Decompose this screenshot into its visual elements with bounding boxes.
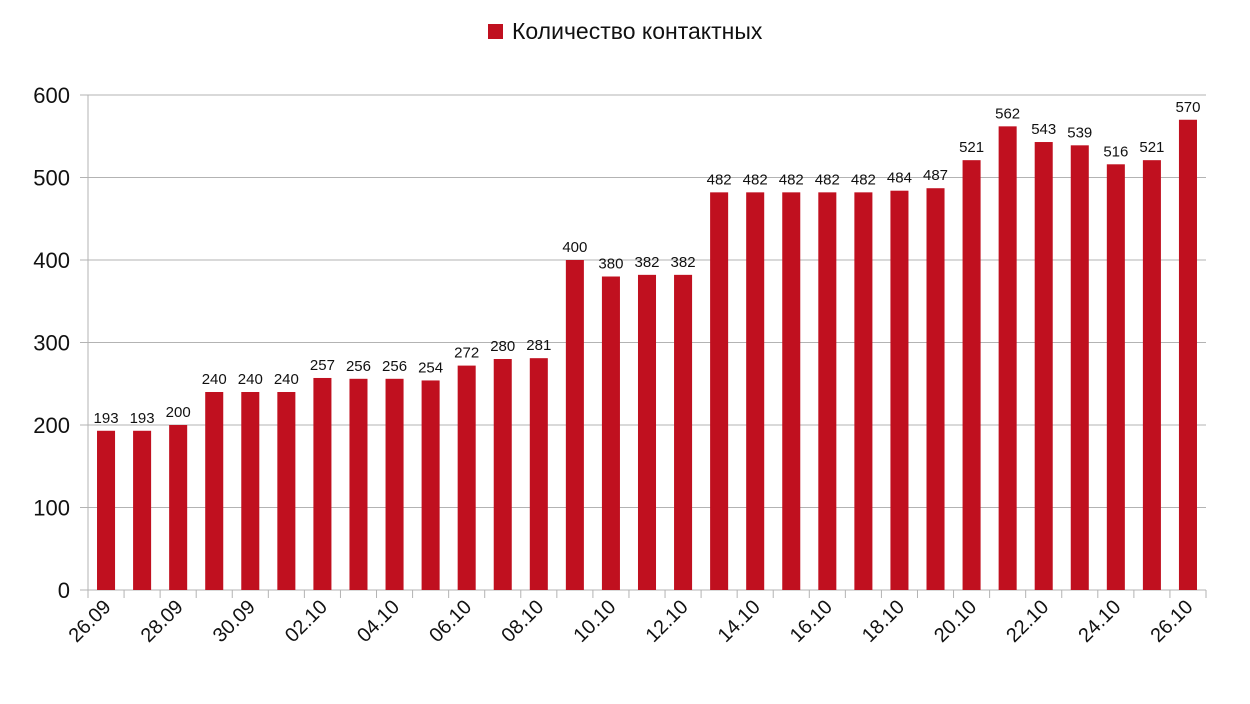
data-label: 380 xyxy=(598,256,623,273)
y-tick-label: 500 xyxy=(33,166,70,191)
bar xyxy=(421,380,440,590)
data-label: 562 xyxy=(995,105,1020,122)
data-label: 400 xyxy=(562,239,587,256)
data-label: 482 xyxy=(707,171,732,188)
bar xyxy=(674,274,693,590)
data-label: 280 xyxy=(490,338,515,355)
x-tick-label: 08.10 xyxy=(497,596,548,647)
x-tick-label: 26.09 xyxy=(65,596,116,647)
data-label: 257 xyxy=(310,357,335,374)
bar xyxy=(1178,119,1197,590)
bar xyxy=(1106,164,1125,591)
bar xyxy=(926,188,945,590)
bar xyxy=(349,378,368,590)
x-tick-label: 16.10 xyxy=(786,596,837,647)
y-tick-label: 0 xyxy=(58,578,70,603)
bar xyxy=(1034,142,1053,590)
bar xyxy=(133,430,152,590)
x-tick-label: 26.10 xyxy=(1147,596,1198,647)
x-tick-label: 30.09 xyxy=(209,596,260,647)
bar xyxy=(601,276,620,590)
data-label: 482 xyxy=(779,171,804,188)
bar xyxy=(818,192,837,590)
data-label: 539 xyxy=(1067,124,1092,141)
y-tick-label: 100 xyxy=(33,496,70,521)
data-label: 484 xyxy=(887,170,912,187)
data-label: 521 xyxy=(959,139,984,156)
data-label: 487 xyxy=(923,167,948,184)
data-label: 382 xyxy=(671,254,696,271)
data-label: 482 xyxy=(743,171,768,188)
y-tick-label: 600 xyxy=(33,83,70,108)
bar xyxy=(998,126,1017,590)
x-tick-label: 22.10 xyxy=(1002,596,1053,647)
bar xyxy=(1070,145,1089,590)
data-label: 281 xyxy=(526,337,551,354)
bar xyxy=(962,160,981,591)
data-label: 482 xyxy=(815,171,840,188)
x-tick-label: 28.09 xyxy=(137,596,188,647)
data-label: 240 xyxy=(202,371,227,388)
data-label: 382 xyxy=(634,254,659,271)
bar xyxy=(385,378,404,590)
legend-label: Количество контактных xyxy=(512,18,763,44)
bar xyxy=(565,260,584,590)
data-label: 240 xyxy=(238,371,263,388)
bar xyxy=(529,358,548,590)
x-tick-label: 10.10 xyxy=(570,596,621,647)
y-tick-label: 400 xyxy=(33,248,70,273)
data-label: 570 xyxy=(1175,99,1200,116)
data-label: 254 xyxy=(418,359,443,376)
data-label: 256 xyxy=(382,358,407,375)
data-label: 272 xyxy=(454,345,479,362)
bar xyxy=(169,425,188,590)
x-tick-label: 14.10 xyxy=(714,596,765,647)
x-tick-label: 20.10 xyxy=(930,596,981,647)
data-label: 256 xyxy=(346,358,371,375)
data-label: 516 xyxy=(1103,143,1128,160)
bar xyxy=(637,274,657,590)
bar xyxy=(493,359,512,590)
bar xyxy=(710,192,729,590)
bar xyxy=(97,430,116,590)
x-tick-label: 18.10 xyxy=(858,596,909,647)
bar xyxy=(241,392,260,590)
bar xyxy=(746,192,765,590)
data-label: 193 xyxy=(94,410,119,427)
bar xyxy=(890,190,909,590)
bar xyxy=(1142,160,1161,591)
y-tick-label: 300 xyxy=(33,331,70,356)
x-tick-label: 24.10 xyxy=(1074,596,1125,647)
data-label: 482 xyxy=(851,171,876,188)
bar xyxy=(854,192,873,590)
y-tick-label: 200 xyxy=(33,413,70,438)
data-label: 240 xyxy=(274,371,299,388)
x-tick-label: 02.10 xyxy=(281,596,332,647)
legend-swatch xyxy=(488,24,503,39)
data-label: 543 xyxy=(1031,121,1056,138)
data-label: 193 xyxy=(130,410,155,427)
legend: Количество контактных xyxy=(488,18,762,45)
data-label: 200 xyxy=(166,404,191,421)
bar xyxy=(782,192,801,590)
x-tick-label: 06.10 xyxy=(425,596,476,647)
bar xyxy=(457,365,476,590)
x-tick-label: 12.10 xyxy=(642,596,693,647)
bar xyxy=(277,392,296,590)
data-label: 521 xyxy=(1139,139,1164,156)
bar xyxy=(205,392,224,590)
bar xyxy=(313,377,332,590)
x-tick-label: 04.10 xyxy=(353,596,404,647)
